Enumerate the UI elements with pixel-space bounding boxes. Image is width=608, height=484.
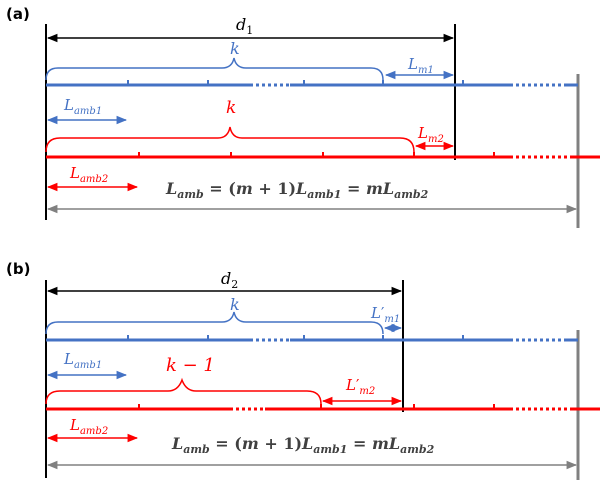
- panel-b: (b) d2 k L′m1 Lamb1: [6, 260, 600, 480]
- panel-a-blue-ruler: [46, 80, 578, 87]
- panel-b-blue-ruler: [46, 335, 578, 342]
- panel-a-label: (a): [6, 5, 30, 23]
- panel-a-red-remainder-label: Lm2: [417, 124, 444, 145]
- panel-a-blue-remainder-label: Lm1: [407, 55, 434, 76]
- panel-a-red-brace-label: k: [226, 98, 236, 118]
- panel-b-blue-unit-label: Lamb1: [63, 350, 102, 371]
- panel-b-blue-brace-label: k: [230, 295, 240, 314]
- panel-a-blue-brace: [45, 57, 384, 81]
- panel-b-red-unit-label: Lamb2: [69, 416, 108, 437]
- panel-a-red-ruler: [46, 152, 600, 159]
- panel-a-blue-unit-label: Lamb1: [63, 96, 102, 117]
- panel-a: (a) d1 k Lm1 Lamb1: [6, 5, 600, 228]
- panel-a-equation: Lamb = (m + 1)Lamb1 = mLamb2: [165, 179, 429, 201]
- panel-b-red-ruler: [46, 404, 600, 411]
- panel-a-distance-label: d1: [236, 15, 253, 37]
- panel-b-red-brace-label: k − 1: [166, 355, 215, 376]
- panel-b-red-remainder-label: L′m2: [345, 376, 375, 397]
- panel-a-blue-brace-label: k: [230, 39, 240, 58]
- panel-b-red-brace: [45, 377, 322, 405]
- panel-b-blue-brace: [45, 311, 384, 335]
- panel-a-red-unit-label: Lamb2: [69, 164, 108, 185]
- panel-b-label: (b): [6, 260, 30, 278]
- panel-b-equation: Lamb = (m + 1)Lamb1 = mLamb2: [171, 434, 435, 456]
- panel-b-blue-remainder-label: L′m1: [370, 304, 400, 325]
- panel-a-red-brace: [45, 126, 415, 153]
- panel-b-distance-label: d2: [221, 269, 238, 291]
